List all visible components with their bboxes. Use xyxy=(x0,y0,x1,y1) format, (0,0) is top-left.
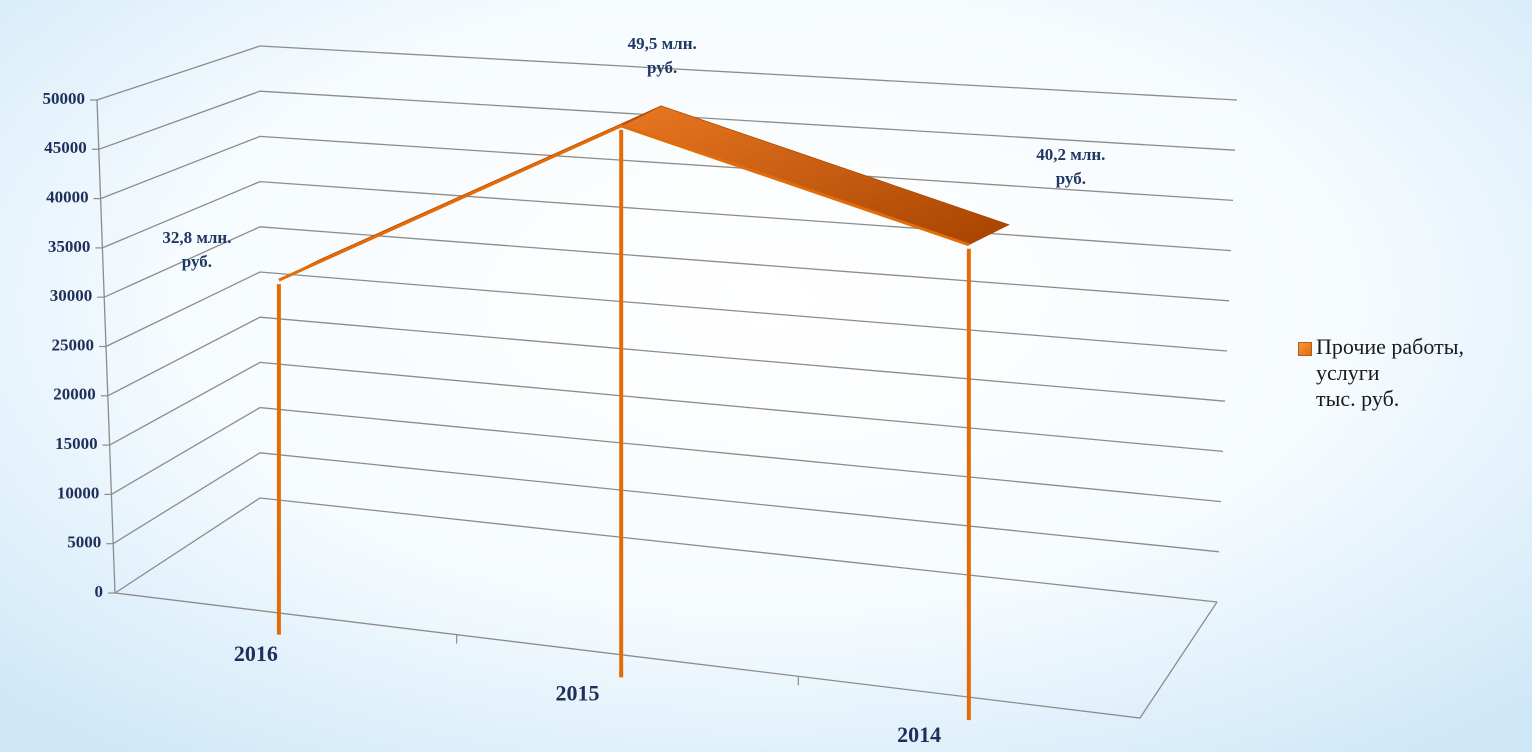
x-tick-label: 2016 xyxy=(234,641,278,666)
y-tick-label: 25000 xyxy=(52,335,95,354)
grid-line xyxy=(103,226,1230,302)
grid-line xyxy=(102,180,1232,252)
grid-line xyxy=(98,90,1236,151)
grid-line xyxy=(111,406,1222,503)
x-tick-label: 2015 xyxy=(556,681,600,706)
legend: Прочие работы, услуги тыс. руб. xyxy=(1298,334,1496,412)
x-tick-label: 2014 xyxy=(897,722,941,747)
grid-line xyxy=(107,316,1226,402)
y-tick-label: 35000 xyxy=(48,237,91,256)
y-tick-label: 15000 xyxy=(55,434,98,453)
y-tick-label: 40000 xyxy=(46,188,89,207)
legend-swatch xyxy=(1298,342,1312,356)
y-tick-label: 5000 xyxy=(67,533,101,552)
y-tick-label: 30000 xyxy=(50,286,93,305)
data-label: 49,5 млн. руб. xyxy=(627,33,697,77)
grid-line xyxy=(112,452,1220,553)
ribbon xyxy=(620,105,1010,246)
legend-label: Прочие работы, услуги тыс. руб. xyxy=(1316,334,1464,411)
grid-line xyxy=(96,45,1238,101)
grid-line xyxy=(114,497,1218,603)
y-tick-label: 45000 xyxy=(44,138,87,157)
y-tick-label: 0 xyxy=(95,582,104,601)
y-tick-label: 20000 xyxy=(53,385,96,404)
data-label: 40,2 млн. руб. xyxy=(1036,144,1106,188)
y-tick-label: 50000 xyxy=(43,89,86,108)
grid-line xyxy=(100,135,1234,202)
data-label: 32,8 млн. руб. xyxy=(162,228,232,272)
grid-line xyxy=(105,271,1228,352)
line xyxy=(278,124,970,282)
y-tick-label: 10000 xyxy=(57,483,100,502)
grid-line xyxy=(109,361,1224,453)
y-axis xyxy=(96,99,116,594)
